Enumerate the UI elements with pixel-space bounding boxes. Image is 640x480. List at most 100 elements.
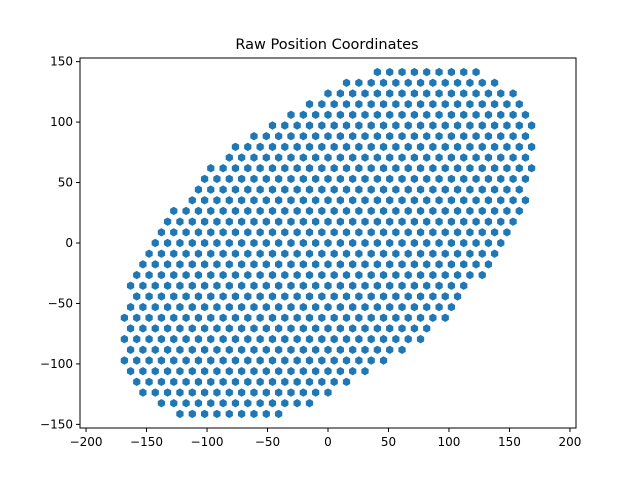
scatter-point <box>312 345 320 355</box>
scatter-point <box>466 142 474 152</box>
scatter-point <box>429 185 437 194</box>
scatter-point <box>416 164 425 173</box>
scatter-point <box>447 174 456 184</box>
scatter-point <box>392 121 400 130</box>
scatter-point <box>435 67 443 77</box>
scatter-point <box>342 121 351 130</box>
scatter-point <box>305 270 314 280</box>
scatter-point <box>336 324 344 333</box>
scatter-point <box>244 270 252 280</box>
scatter-point <box>447 67 456 77</box>
scatter-point <box>237 324 246 333</box>
scatter-point <box>256 185 264 194</box>
scatter-point <box>120 334 129 344</box>
scatter-point <box>312 196 320 205</box>
scatter-point <box>281 206 289 216</box>
scatter-point <box>367 313 375 322</box>
scatter-point <box>515 164 523 173</box>
scatter-point <box>318 206 326 216</box>
scatter-point <box>145 356 153 365</box>
scatter-point <box>435 89 443 98</box>
scatter-point <box>281 377 289 387</box>
scatter-point <box>478 206 486 216</box>
scatter-point <box>231 399 240 408</box>
scatter-point <box>268 356 277 365</box>
y-tick-label: 150 <box>50 55 73 69</box>
scatter-point <box>145 249 153 258</box>
scatter-point <box>355 99 363 109</box>
scatter-point <box>250 153 258 162</box>
scatter-point <box>472 217 480 226</box>
scatter-point <box>361 174 369 184</box>
scatter-point <box>429 313 437 322</box>
scatter-point <box>268 121 277 130</box>
scatter-point <box>373 345 381 355</box>
scatter-point <box>262 174 270 184</box>
scatter-point <box>250 281 258 290</box>
scatter-point <box>213 324 221 333</box>
scatter-point <box>281 399 289 408</box>
scatter-point <box>225 388 233 397</box>
scatter-point <box>237 281 246 290</box>
scatter-point <box>336 281 344 290</box>
scatter-point <box>379 270 388 280</box>
scatter-point <box>429 249 437 258</box>
scatter-point <box>386 260 394 269</box>
scatter-point <box>305 206 314 216</box>
scatter-point <box>404 99 412 109</box>
scatter-point <box>453 121 462 130</box>
scatter-point <box>219 185 227 194</box>
scatter-point <box>133 313 141 322</box>
scatter-point <box>330 377 338 387</box>
scatter-point <box>244 399 252 408</box>
scatter-point <box>398 174 406 184</box>
scatter-point <box>268 206 277 216</box>
scatter-point <box>490 249 499 258</box>
scatter-point <box>194 292 203 301</box>
scatter-point <box>423 174 431 184</box>
scatter-point <box>231 228 240 237</box>
scatter-point <box>355 185 363 194</box>
scatter-point <box>250 238 258 248</box>
scatter-point <box>478 142 486 152</box>
scatter-point <box>367 228 375 237</box>
scatter-point <box>318 292 326 301</box>
scatter-point <box>392 228 400 237</box>
scatter-point <box>423 238 431 248</box>
scatter-point <box>355 249 363 258</box>
scatter-point <box>305 313 314 322</box>
scatter-point <box>194 313 203 322</box>
scatter-point <box>225 281 233 290</box>
scatter-point <box>287 238 295 248</box>
scatter-point <box>379 99 388 109</box>
scatter-point <box>429 121 437 130</box>
scatter-point <box>244 292 252 301</box>
scatter-point <box>386 302 394 312</box>
scatter-point <box>460 196 468 205</box>
scatter-point <box>484 89 493 98</box>
scatter-point <box>330 185 338 194</box>
scatter-point <box>472 110 480 120</box>
scatter-point <box>170 313 178 322</box>
scatter-point <box>453 206 462 216</box>
scatter-point <box>349 324 357 333</box>
scatter-point <box>497 238 505 248</box>
scatter-point <box>447 196 456 205</box>
scatter-point <box>293 164 301 173</box>
scatter-point <box>336 89 344 98</box>
scatter-point <box>361 131 369 141</box>
scatter-point <box>225 409 233 419</box>
scatter-point <box>330 313 338 322</box>
scatter-point <box>373 67 381 77</box>
scatter-point <box>379 206 388 216</box>
scatter-point <box>509 217 517 226</box>
scatter-point <box>373 196 381 205</box>
scatter-point <box>188 324 196 333</box>
scatter-point <box>256 270 264 280</box>
scatter-point <box>410 89 419 98</box>
scatter-point <box>386 345 394 355</box>
scatter-point <box>472 238 480 248</box>
scatter-point <box>404 270 412 280</box>
scatter-point <box>231 270 240 280</box>
